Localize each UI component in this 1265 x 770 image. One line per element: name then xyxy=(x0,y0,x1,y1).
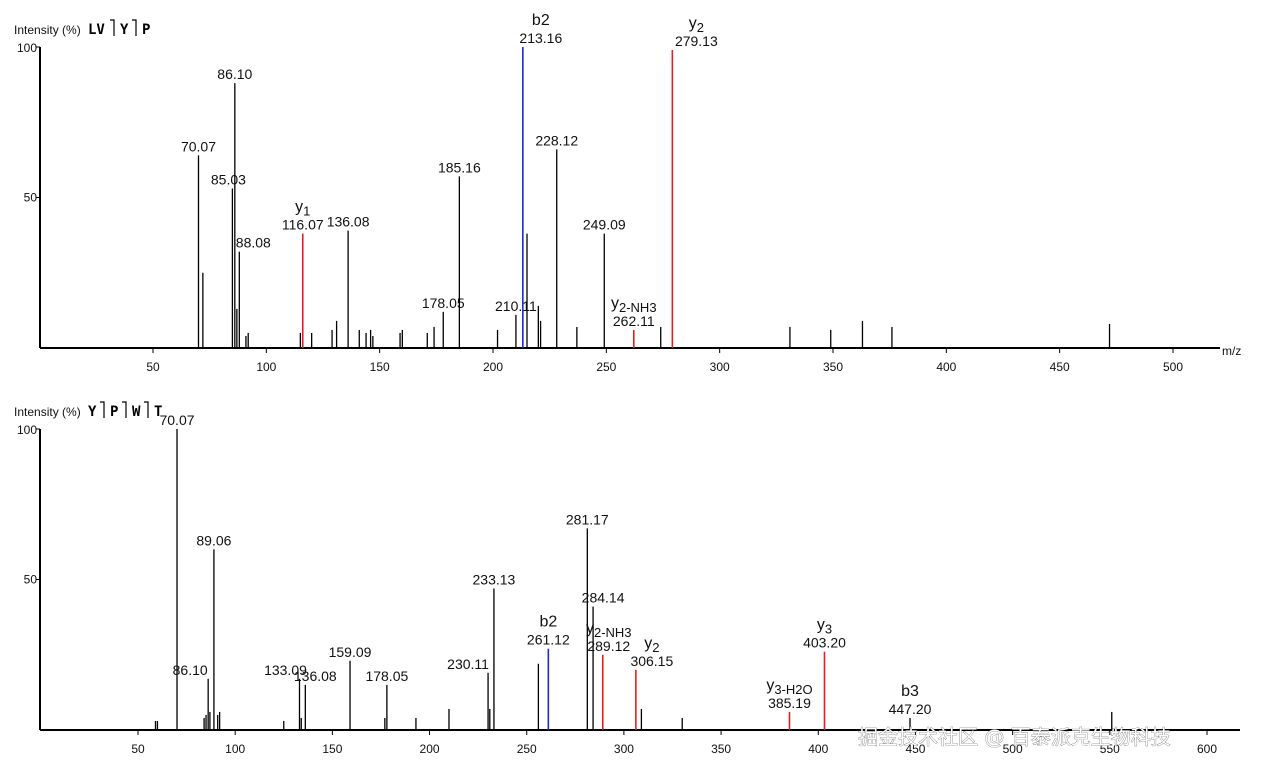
peak-label: 213.16 xyxy=(519,30,562,46)
peak-label: 159.09 xyxy=(329,644,372,660)
ion-annotation: y2-NH3 xyxy=(586,620,632,640)
x-axis-label: m/z xyxy=(1222,344,1241,358)
peak-label: 178.05 xyxy=(422,295,465,311)
ion-annotation: y1 xyxy=(295,199,310,219)
x-tick-label: 200 xyxy=(483,360,503,374)
y-tick-label: 100 xyxy=(17,41,37,55)
x-tick-label: 350 xyxy=(823,360,843,374)
x-tick-label: 100 xyxy=(225,742,245,756)
fragment-bracket xyxy=(122,401,127,418)
x-tick-label: 400 xyxy=(936,360,956,374)
sequence-residue: P xyxy=(142,22,150,38)
peak-label: 233.13 xyxy=(473,572,516,588)
x-tick-label: 500 xyxy=(1003,742,1023,756)
fragment-bracket xyxy=(132,19,137,36)
peak-label: 447.20 xyxy=(889,701,932,717)
x-tick-label: 600 xyxy=(1197,742,1217,756)
peak-label: 178.05 xyxy=(365,668,408,684)
sequence-residue: P xyxy=(110,404,118,420)
x-tick-label: 50 xyxy=(131,742,145,756)
peak-label: 136.08 xyxy=(327,214,370,230)
x-tick-label: 450 xyxy=(905,742,925,756)
sequence-residue: LV xyxy=(88,22,105,38)
peak-label: 185.16 xyxy=(438,159,481,175)
y-tick-label: 50 xyxy=(24,573,38,587)
peak-label: 230.11 xyxy=(447,656,489,672)
peak-label: 210.11 xyxy=(495,298,537,314)
x-tick-label: 500 xyxy=(1163,360,1183,374)
peak-label: 284.14 xyxy=(582,590,625,606)
y-axis-label: Intensity (%) xyxy=(14,405,81,419)
watermark-text: 掘金技术社区 @ 百泰派克生物科技 xyxy=(858,725,1171,749)
x-tick-label: 250 xyxy=(596,360,616,374)
peak-label: 86.10 xyxy=(173,662,208,678)
x-tick-label: 350 xyxy=(711,742,731,756)
peak-label: 385.19 xyxy=(768,695,811,711)
sequence-residue: Y xyxy=(120,22,129,38)
ion-annotation: y3 xyxy=(817,617,832,637)
x-tick-label: 150 xyxy=(370,360,390,374)
peak-label: 70.07 xyxy=(181,138,216,154)
x-tick-label: 400 xyxy=(808,742,828,756)
x-tick-label: 300 xyxy=(710,360,730,374)
y-tick-label: 100 xyxy=(17,423,37,437)
peak-label: 262.11 xyxy=(613,313,655,329)
spectrum-panel-lvyp: Intensity (%) LV Y P 50 100 50 100 150 200 250 300 3… xyxy=(14,12,1241,374)
fragment-bracket xyxy=(144,401,149,418)
y-tick-label: 50 xyxy=(24,191,38,205)
peak-label: 249.09 xyxy=(583,217,626,233)
peak-label: 116.07 xyxy=(282,217,324,233)
fragment-bracket xyxy=(100,401,105,418)
ion-annotation: b2 xyxy=(532,12,550,29)
x-tick-label: 50 xyxy=(146,360,160,374)
x-tick-label: 100 xyxy=(256,360,276,374)
x-tick-label: 150 xyxy=(322,742,342,756)
peak-label: 306.15 xyxy=(630,653,673,669)
sequence-residue: Y xyxy=(88,404,97,420)
peak-label: 261.12 xyxy=(527,632,570,648)
peak-label: 289.12 xyxy=(587,638,630,654)
ion-annotation: y3-H2O xyxy=(766,677,812,697)
fragment-bracket xyxy=(110,19,115,36)
peak-label: 136.08 xyxy=(294,668,337,684)
x-tick-label: 200 xyxy=(420,742,440,756)
y-axis-label: Intensity (%) xyxy=(14,23,81,37)
peak-label: 86.10 xyxy=(217,66,252,82)
peak-label: 70.07 xyxy=(159,412,194,428)
x-tick-label: 450 xyxy=(1050,360,1070,374)
x-tick-label: 250 xyxy=(517,742,537,756)
peak-label: 89.06 xyxy=(196,532,231,548)
ion-annotation: b3 xyxy=(901,683,919,700)
ion-annotation: y2 xyxy=(644,635,659,655)
x-tick-label: 300 xyxy=(614,742,634,756)
x-tick-label: 550 xyxy=(1100,742,1120,756)
peak-label: 403.20 xyxy=(803,635,846,651)
ion-annotation: b2 xyxy=(539,614,557,631)
peak-label: 88.08 xyxy=(236,235,271,251)
peak-label: 279.13 xyxy=(675,33,718,49)
ion-annotation: y2-NH3 xyxy=(611,295,657,315)
peak-label: 281.17 xyxy=(566,511,609,527)
sequence-residue: T xyxy=(154,404,162,420)
peak-label: 133.09 xyxy=(264,662,307,678)
ion-annotation: y2 xyxy=(689,15,704,35)
peak-label: 228.12 xyxy=(535,132,578,148)
spectrum-panel-ypwt: Intensity (%) Y P W T 50 100 50 100 150 200 250 300 3… xyxy=(14,401,1240,756)
sequence-residue: W xyxy=(132,404,141,420)
peak-label: 85.03 xyxy=(211,171,246,187)
